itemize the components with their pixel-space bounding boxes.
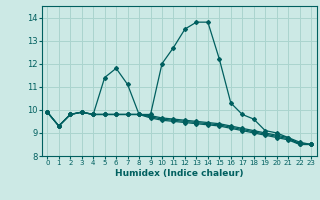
X-axis label: Humidex (Indice chaleur): Humidex (Indice chaleur) [115,169,244,178]
